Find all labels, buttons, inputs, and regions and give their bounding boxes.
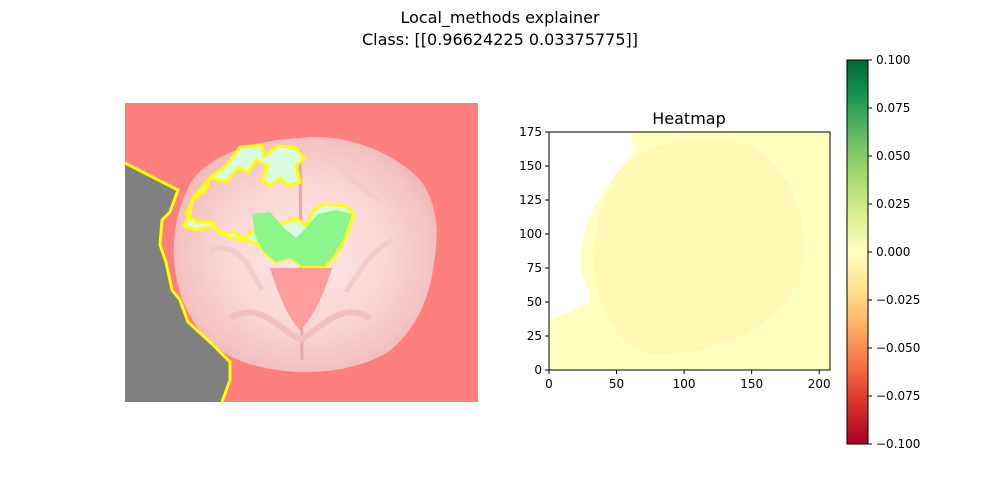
colorbar-gradient: [847, 60, 868, 444]
colorbar-tick-label: 0.075: [876, 101, 910, 115]
heatmap-x-axis: 0 50 100 150 200: [545, 370, 831, 391]
y-tick-label: 0: [534, 363, 542, 377]
highlight-superpixel-strong: [252, 210, 352, 266]
heatmap-title: Heatmap: [652, 109, 726, 128]
colorbar-tick-label: 0.025: [876, 197, 910, 211]
y-tick-label: 175: [519, 125, 542, 139]
y-tick-label: 125: [519, 193, 542, 207]
heatmap-panel: Heatmap 0 50 100 150 200 0 25 50 75 100 125 150 175: [519, 109, 831, 391]
heatmap-cells: [549, 132, 830, 370]
x-tick-label: 0: [545, 377, 553, 391]
figure-title: Local_methods explainer: [400, 8, 600, 27]
brain-gyrus: [209, 245, 265, 292]
brain-gyrus: [228, 309, 372, 344]
brain-gyrus: [343, 237, 394, 294]
colorbar-tick-label: −0.100: [876, 437, 920, 451]
y-tick-label: 75: [527, 261, 542, 275]
heatmap-region-excluded: [549, 132, 633, 322]
heatmap-region-brain: [594, 139, 805, 354]
colorbar-tick-label: 0.100: [876, 53, 910, 67]
colorbar-tick-label: −0.050: [876, 341, 920, 355]
heatmap-frame: [548, 131, 831, 371]
colorbar-tick-label: 0.050: [876, 149, 910, 163]
colorbar-tick-label: −0.075: [876, 389, 920, 403]
excluded-boundary: [124, 161, 232, 403]
x-tick-label: 150: [740, 377, 763, 391]
heatmap-y-axis: 0 25 50 75 100 125 150 175: [519, 125, 549, 377]
colorbar-tick-label: 0.000: [876, 245, 910, 259]
ventricle-region: [270, 268, 332, 330]
y-tick-label: 100: [519, 227, 542, 241]
figure-subtitle: Class: [[0.96624225 0.03375775]]: [361, 30, 639, 49]
y-tick-label: 25: [527, 329, 542, 343]
y-tick-label: 150: [519, 159, 542, 173]
x-tick-label: 100: [673, 377, 696, 391]
brain-gyrus: [328, 158, 382, 203]
explanation-image: [124, 103, 478, 403]
colorbar-ticks: 0.100 0.075 0.050 0.025 0.000 −0.025 −0.050 −0.…: [868, 53, 920, 451]
x-tick-label: 50: [609, 377, 624, 391]
colorbar: 0.100 0.075 0.050 0.025 0.000 −0.025 −0.050 −0.…: [846, 53, 920, 451]
excluded-superpixel: [125, 163, 230, 402]
x-tick-label: 200: [808, 377, 831, 391]
colorbar-tick-label: −0.025: [876, 293, 920, 307]
y-tick-label: 50: [527, 295, 542, 309]
